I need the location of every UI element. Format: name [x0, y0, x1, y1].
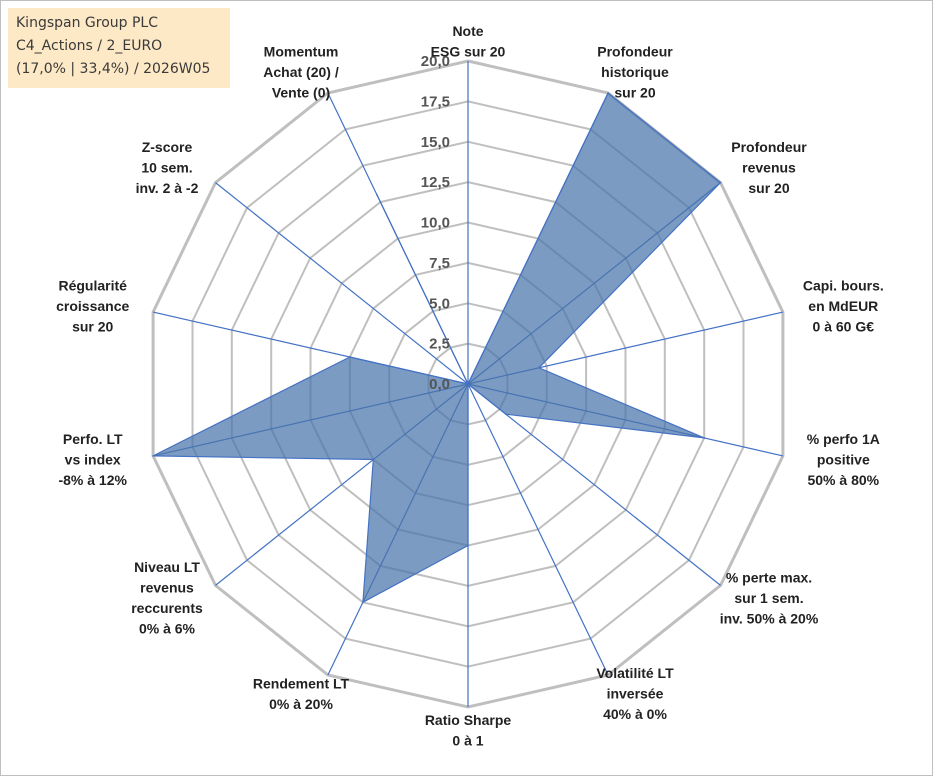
tick-label: 12,5 [421, 174, 450, 191]
axis-label: Profondeur historique sur 20 [597, 43, 673, 100]
axis-label-line: 50% à 80% [807, 472, 879, 488]
axis-label: % perfo 1A positive 50% à 80% [807, 431, 880, 488]
axis-label-line: 0% à 20% [269, 696, 333, 712]
axis-label-line: ESG sur 20 [431, 44, 506, 60]
axis-label: Ratio Sharpe 0 à 1 [425, 712, 512, 749]
axis-label-line: en MdEUR [808, 298, 878, 314]
data-point [362, 601, 364, 604]
axis-label: Régularité croissance sur 20 [56, 278, 129, 335]
data-point [467, 383, 469, 385]
tick-label: 20,0 [421, 53, 450, 70]
tick-label: 5,0 [429, 295, 450, 312]
axis-spoke [467, 383, 721, 586]
axis-label-line: 0 à 1 [452, 733, 483, 749]
axis-label: Volatilité LT inversée 40% à 0% [596, 665, 674, 722]
axis-label-line: -8% à 12% [58, 472, 127, 488]
axis-label-line: Profondeur [731, 139, 807, 155]
tick-label: 0,0 [429, 376, 450, 393]
tick-label: 17,5 [421, 93, 450, 110]
axis-label-line: Ratio Sharpe [425, 712, 512, 728]
data-point [349, 356, 351, 358]
data-point [376, 194, 378, 196]
axis-label-line: inversée [607, 686, 664, 702]
tick-label: 15,0 [421, 134, 450, 151]
axis-label-line: Momentum [264, 43, 339, 59]
axis-label-line: Capi. bours. [803, 278, 884, 294]
axis-label: Profondeur revenus sur 20 [731, 139, 807, 196]
data-point [467, 544, 469, 547]
axis-label: Note ESG sur 20 [431, 23, 506, 60]
axis-label-line: positive [817, 452, 870, 468]
axis-spoke [215, 182, 469, 385]
axis-label-line: Z-score [142, 139, 193, 155]
axis-label-line: sur 1 sem. [734, 590, 803, 606]
axis-label-line: Régularité [58, 278, 127, 294]
axis-label: Momentum Achat (20) / Vente (0) [263, 43, 339, 100]
data-point [703, 437, 705, 439]
axis-label-line: 0% à 6% [139, 621, 196, 637]
axis-label-line: reccurents [131, 600, 203, 616]
axis-label-line: % perte max. [726, 569, 812, 585]
axis-label-line: historique [601, 64, 669, 80]
axis-label-line: 0 à 60 G€ [813, 319, 875, 335]
axis-label-line: sur 20 [748, 180, 789, 196]
axis-label-line: Perfo. LT [63, 431, 123, 447]
axis-label-line: inv. 2 à -2 [136, 180, 199, 196]
info-period: (17,0% | 33,4%) / 2026W05 [16, 61, 211, 77]
axis-label-line: inv. 50% à 20% [720, 610, 819, 626]
axis-label-line: Niveau LT [134, 559, 200, 575]
info-box: Kingspan Group PLC C4_Actions / 2_EURO (… [8, 8, 230, 88]
axis-label-line: Vente (0) [272, 84, 330, 100]
info-company: Kingspan Group PLC [16, 15, 159, 31]
axis-label: Capi. bours. en MdEUR 0 à 60 G€ [803, 278, 884, 335]
axis-label-line: Note [452, 23, 483, 39]
axis-label: % perte max. sur 1 sem. inv. 50% à 20% [720, 569, 819, 626]
axis-label-line: Volatilité LT [596, 665, 674, 681]
series-layer [152, 92, 722, 604]
tick-label: 10,0 [421, 215, 450, 232]
data-point [152, 455, 154, 457]
info-category: C4_Actions / 2_EURO [16, 38, 163, 54]
axis-spoke [467, 383, 609, 676]
axis-label-line: % perfo 1A [807, 431, 880, 447]
axis-label-line: sur 20 [614, 84, 655, 100]
axis-label-line: Rendement LT [253, 675, 350, 691]
data-point [719, 181, 722, 184]
axis-label: Rendement LT 0% à 20% [253, 675, 350, 712]
axis-label-line: 10 sem. [141, 160, 192, 176]
axis-label-line: Profondeur [597, 43, 673, 59]
axis-label-line: revenus [140, 580, 194, 596]
axis-label-line: sur 20 [72, 319, 113, 335]
data-point [538, 367, 540, 369]
tick-label: 2,5 [429, 336, 450, 353]
data-point [372, 458, 375, 461]
axis-label-line: Achat (20) / [263, 64, 339, 80]
axis-label-line: revenus [742, 160, 796, 176]
axis-label-line: croissance [56, 298, 129, 314]
axis-label: Z-score 10 sem. inv. 2 à -2 [136, 139, 199, 196]
axis-label-line: 40% à 0% [603, 706, 667, 722]
tick-label: 7,5 [429, 255, 450, 272]
data-point [505, 413, 507, 416]
axis-label: Niveau LT revenus reccurents 0% à 6% [131, 559, 203, 637]
tick-layer: 0,0 2,5 5,0 7,5 10,0 12,5 15,0 17,5 20,0 [421, 53, 450, 393]
data-point [607, 92, 609, 94]
axis-label: Perfo. LT vs index -8% à 12% [58, 431, 127, 488]
axis-label-line: vs index [65, 452, 121, 468]
label-layer: Note ESG sur 20 Profondeur historique sur 20… [56, 23, 884, 749]
